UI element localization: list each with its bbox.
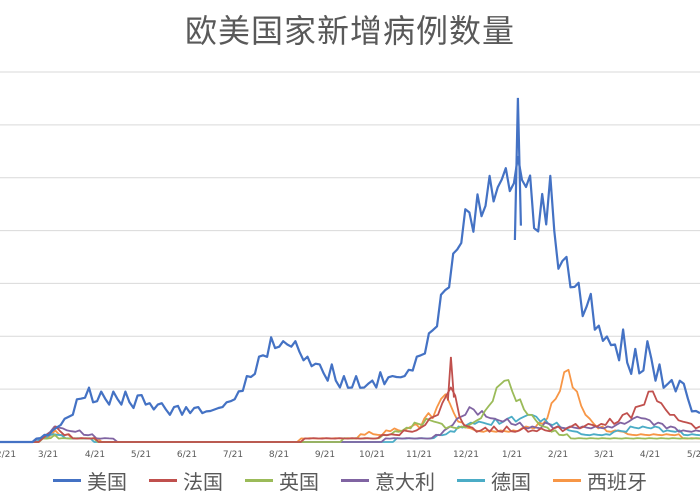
legend-item: 西班牙 <box>553 466 647 495</box>
x-tick-label: 3/21 <box>594 450 614 460</box>
series-line-美国 <box>0 155 700 444</box>
legend-item: 美国 <box>53 466 127 495</box>
x-tick-label: 4/21 <box>85 450 105 460</box>
chart-title: 欧美国家新增病例数量 <box>184 12 515 50</box>
x-tick-label: 1/21 <box>502 450 522 460</box>
x-tick-label: 6/21 <box>177 450 197 460</box>
x-tick-label: 2/21 <box>0 450 16 460</box>
x-tick-label: 7/21 <box>223 450 243 460</box>
legend-item: 法国 <box>149 466 223 495</box>
legend-item: 德国 <box>457 466 531 495</box>
legend-swatch <box>149 479 177 482</box>
plot-area: 2/21 3/21 4/21 5/21 6/21 7/21 8/21 9/21 10/21 11/… <box>0 71 700 460</box>
x-tick-label: 4/21 <box>640 450 660 460</box>
x-tick-label: 5/21 <box>687 450 700 460</box>
x-tick-label: 8/21 <box>269 450 289 460</box>
series-line-西班牙 <box>0 368 700 443</box>
legend-label: 法国 <box>183 470 223 494</box>
legend-label: 意大利 <box>375 470 435 494</box>
series-line-法国 <box>0 386 700 443</box>
x-tick-label: 11/21 <box>406 450 432 460</box>
legend-label: 美国 <box>87 470 127 494</box>
legend-swatch <box>553 479 581 482</box>
series-peak-美国 <box>513 97 522 241</box>
legend-swatch <box>245 479 273 482</box>
legend-label: 德国 <box>491 470 531 494</box>
x-tick-label: 10/21 <box>359 450 385 460</box>
legend-item: 意大利 <box>341 466 435 495</box>
legend-label: 西班牙 <box>587 470 647 494</box>
legend-swatch <box>341 479 369 482</box>
series-peak-法国 <box>447 356 455 401</box>
x-tick-label: 5/21 <box>131 450 151 460</box>
x-tick-label: 12/21 <box>453 450 479 460</box>
x-tick-label: 9/21 <box>315 450 335 460</box>
legend-item: 英国 <box>245 466 319 495</box>
legend-swatch <box>53 479 81 482</box>
x-tick-label: 2/21 <box>548 450 568 460</box>
legend-label: 英国 <box>279 470 319 494</box>
chart-legend: 美国 法国 英国 意大利 德国 西班牙 <box>0 466 700 495</box>
legend-swatch <box>457 479 485 482</box>
x-tick-label: 3/21 <box>38 450 58 460</box>
